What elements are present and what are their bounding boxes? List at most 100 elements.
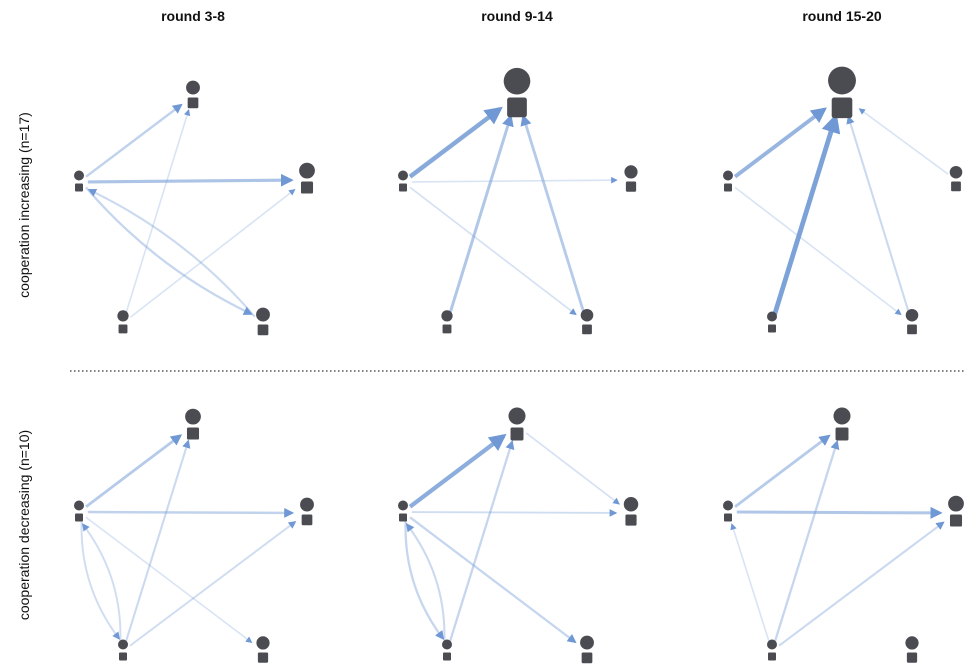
- edge-A-to-B: [408, 106, 503, 179]
- edge-D-to-A: [405, 523, 446, 643]
- node-head: [723, 500, 733, 511]
- node-body: [582, 324, 592, 335]
- panel-r0-c2: [723, 66, 963, 335]
- edge-A-to-E: [85, 516, 253, 643]
- nodes: [74, 408, 314, 663]
- node-E: [580, 308, 594, 335]
- edge-D-to-C: [778, 521, 945, 647]
- node-E: [256, 636, 270, 663]
- panel-r1-c0: [74, 408, 314, 663]
- node-head: [508, 407, 526, 425]
- node-C: [949, 165, 963, 192]
- node-body: [443, 652, 451, 661]
- node-head: [299, 162, 315, 179]
- node-B: [508, 407, 526, 441]
- edge-A-to-B: [85, 434, 183, 508]
- edge-D-to-C: [129, 188, 296, 318]
- node-head: [398, 170, 408, 181]
- node-head: [767, 311, 777, 322]
- node-body: [399, 513, 407, 522]
- nodes: [723, 407, 964, 663]
- node-B: [833, 407, 851, 441]
- edge-A-to-E: [85, 186, 253, 315]
- node-head: [905, 636, 919, 650]
- node-head: [949, 165, 963, 179]
- panel-r0-c0: [74, 80, 315, 336]
- node-head: [185, 408, 201, 425]
- node-body: [507, 97, 527, 118]
- node-A: [398, 170, 408, 192]
- node-head: [948, 495, 964, 512]
- edge-C-to-B: [858, 108, 949, 175]
- edges: [408, 106, 618, 316]
- node-body: [581, 652, 593, 664]
- node-E: [256, 307, 270, 336]
- node-A: [723, 500, 733, 522]
- node-E: [580, 635, 594, 664]
- node-B: [503, 67, 531, 118]
- node-head: [300, 497, 314, 512]
- node-body: [119, 652, 127, 661]
- node-B: [186, 80, 200, 109]
- node-body: [75, 183, 83, 192]
- node-body: [301, 514, 313, 526]
- node-body: [951, 181, 961, 192]
- node-body: [724, 513, 732, 522]
- edge-D-to-B: [124, 439, 191, 643]
- edge-D-to-B: [124, 109, 191, 315]
- edge-A-to-E: [409, 186, 577, 316]
- edge-D-to-A: [730, 523, 771, 643]
- edge-D-to-B: [448, 440, 515, 643]
- edge-D-to-C: [129, 521, 297, 647]
- edge-A-to-B: [734, 434, 831, 508]
- node-body: [257, 652, 269, 663]
- node-head: [74, 500, 84, 511]
- node-head: [624, 165, 638, 179]
- edge-A-to-C: [87, 507, 295, 518]
- node-head: [117, 310, 129, 322]
- node-body: [75, 513, 83, 522]
- node-body: [442, 324, 452, 334]
- panels: [74, 66, 964, 664]
- node-D: [117, 310, 129, 334]
- node-C: [299, 162, 315, 194]
- node-head: [118, 639, 128, 650]
- column-title-rounds-3-8: round 3-8: [161, 8, 225, 24]
- edges: [404, 432, 620, 644]
- panel-r1-c1: [398, 407, 639, 664]
- edges: [85, 103, 296, 318]
- node-head: [905, 308, 919, 322]
- node-D: [441, 310, 453, 334]
- edge-E-to-B: [520, 114, 586, 315]
- node-body: [907, 324, 917, 335]
- edges: [730, 434, 945, 647]
- node-body: [187, 97, 199, 109]
- edge-E-to-B: [846, 115, 911, 314]
- node-head: [256, 307, 270, 322]
- node-body: [399, 183, 407, 192]
- edge-A-to-B: [85, 103, 183, 178]
- column-title-rounds-9-14: round 9-14: [481, 8, 553, 24]
- row-label-cooperation-increasing: cooperation increasing (n=17): [16, 112, 32, 298]
- edge-A-to-C: [411, 509, 618, 517]
- node-D: [767, 311, 777, 333]
- node-A: [74, 170, 84, 192]
- node-head: [186, 80, 200, 95]
- panel-r1-c2: [723, 407, 964, 663]
- node-C: [624, 165, 638, 192]
- edge-A-to-C: [736, 506, 943, 519]
- edge-D-to-B: [448, 114, 514, 315]
- nodes: [398, 67, 638, 335]
- node-B: [828, 66, 856, 119]
- node-head: [623, 497, 639, 512]
- node-body: [835, 427, 849, 441]
- node-head: [723, 170, 733, 181]
- node-body: [625, 181, 637, 192]
- node-head: [833, 407, 851, 425]
- node-C: [948, 495, 964, 527]
- node-body: [510, 427, 524, 441]
- node-body: [768, 652, 776, 661]
- node-head: [503, 67, 531, 95]
- node-E: [905, 636, 919, 663]
